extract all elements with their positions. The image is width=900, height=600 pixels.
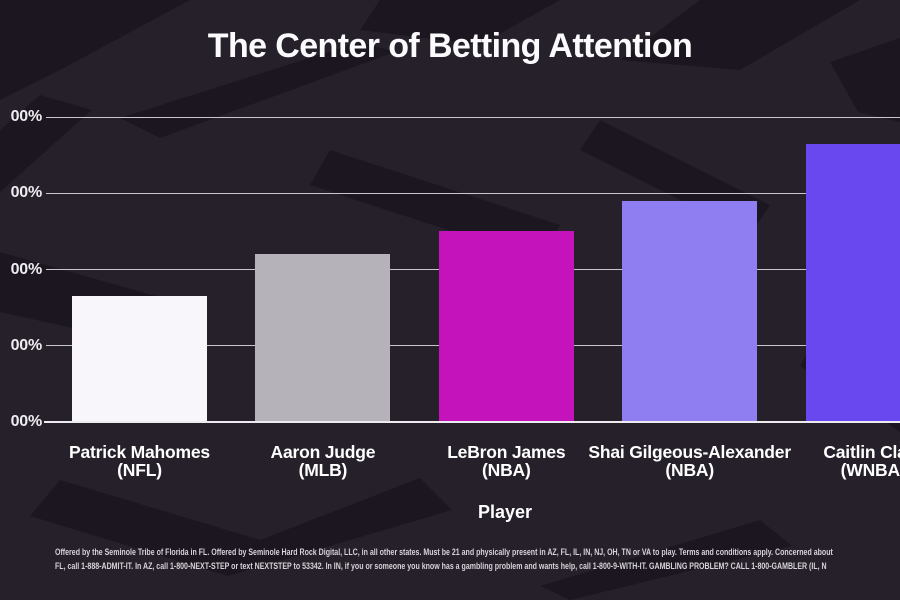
disclaimer: Offered by the Seminole Tribe of Florida… [55, 546, 900, 573]
disclaimer-line-1: Offered by the Seminole Tribe of Florida… [55, 547, 833, 558]
player-league: (MLB) [298, 460, 348, 480]
x-tick-label-aaron-judge: Aaron Judge (MLB) [183, 443, 463, 479]
bar-lebron-james [438, 231, 574, 422]
player-league: (NFL) [117, 460, 162, 480]
y-axis-tick-label: 00% [10, 413, 43, 430]
bar-shai-gilgeous-alexander [622, 200, 758, 422]
player-league: (WNBA) [840, 460, 900, 480]
x-tick-label-caitlin-clark: Caitlin Clark(WNBA) [733, 443, 900, 479]
player-league: (NBA) [665, 460, 714, 480]
y-axis-tick-label: 00% [10, 108, 43, 125]
player-name: Aaron Judge [270, 442, 376, 462]
x-tick-label-patrick-mahomes: Patrick Mahomes (NFL) [0, 443, 280, 479]
bar-patrick-mahomes [72, 296, 207, 422]
player-name: Shai Gilgeous-Alexander [588, 442, 791, 462]
gridline [46, 116, 900, 118]
y-axis-tick-label: 00% [10, 336, 43, 354]
bar-caitlin-clark [805, 143, 900, 422]
x-tick-label-lebron-james: LeBron James (NBA) [366, 443, 646, 479]
gridline [46, 192, 900, 194]
disclaimer-line-2: FL, call 1-888-ADMIT-IT. In AZ, call 1-8… [55, 560, 827, 572]
player-name: Patrick Mahomes [69, 442, 210, 462]
y-axis-tick-label: 00% [10, 260, 43, 278]
player-name: Caitlin Clark [823, 442, 900, 462]
x-axis-line [44, 420, 900, 423]
x-tick-label-shai-gilgeous-alexander: Shai Gilgeous-Alexander (NBA) [550, 443, 830, 479]
player-league: (NBA) [482, 460, 531, 480]
player-name: LeBron James [447, 442, 566, 462]
chart-title: The Center of Betting Attention [207, 27, 693, 65]
x-axis-title: Player [477, 502, 533, 522]
bar-aaron-judge [255, 254, 391, 422]
y-axis-tick-label: 00% [10, 184, 43, 202]
